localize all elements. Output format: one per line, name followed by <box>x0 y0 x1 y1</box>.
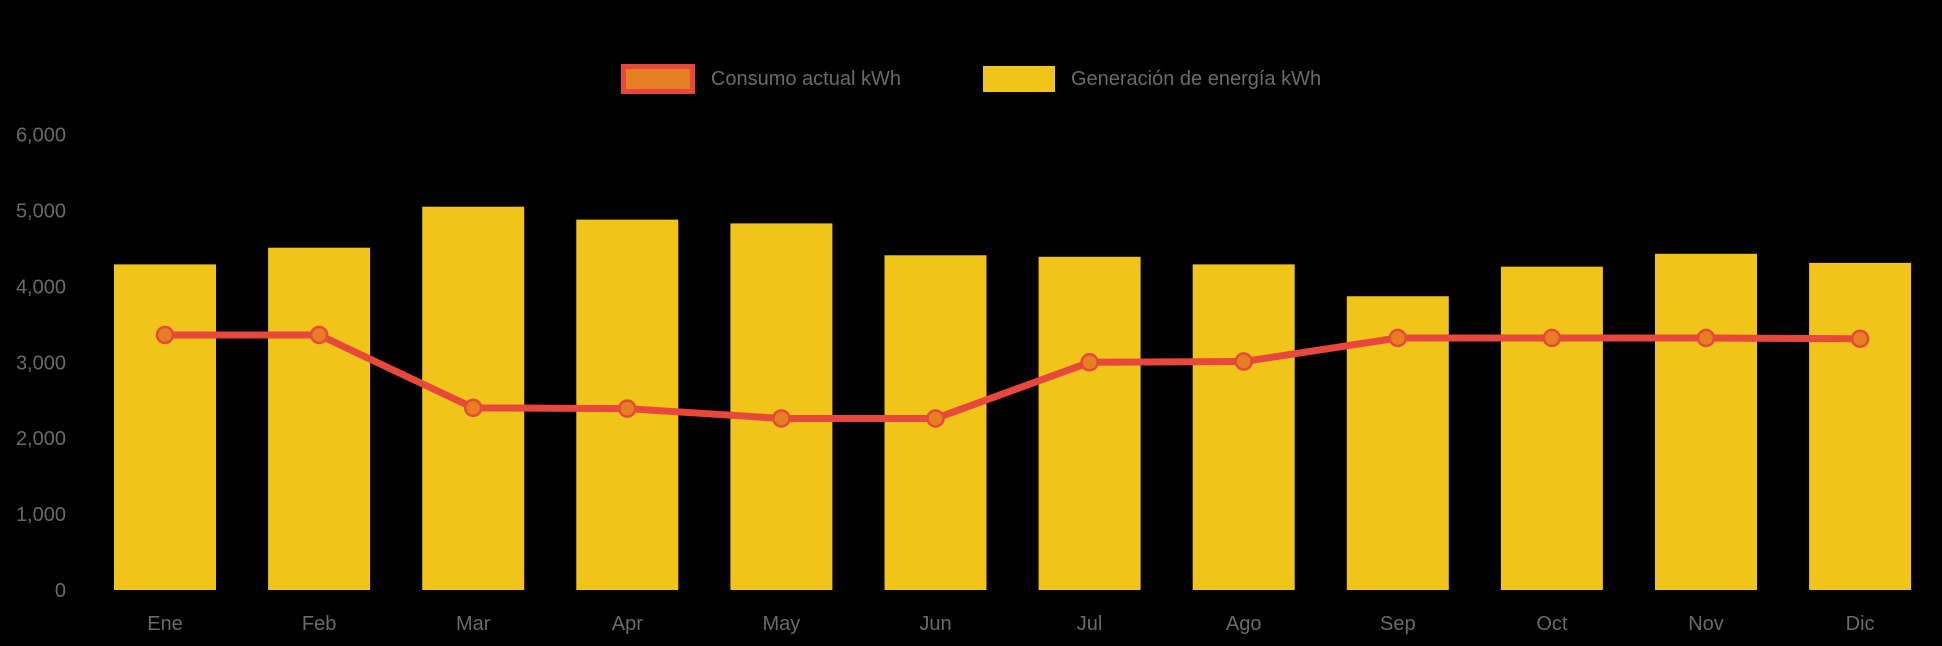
y-axis-label-3000: 3,000 <box>16 352 66 374</box>
bar-Oct[interactable] <box>1500 266 1603 590</box>
x-axis-label-Dic: Dic <box>1846 613 1875 635</box>
x-axis-label-Sep: Sep <box>1380 613 1416 635</box>
line-point-Jun[interactable] <box>926 409 945 428</box>
legend-label-generacion: Generación de energía kWh <box>1070 67 1322 90</box>
x-axis-label-May: May <box>763 613 801 635</box>
y-axis-label-0: 0 <box>55 580 66 602</box>
line-point-Ene[interactable] <box>155 325 175 345</box>
x-axis-label-Feb: Feb <box>302 613 336 635</box>
bar-Nov[interactable] <box>1655 253 1757 590</box>
line-point-Sep[interactable] <box>1388 328 1408 348</box>
y-axis-label-5000: 5,000 <box>16 201 66 223</box>
x-axis-label-Apr: Apr <box>612 613 643 635</box>
line-point-Nov[interactable] <box>1696 328 1716 348</box>
line-point-Apr[interactable] <box>618 399 637 418</box>
x-axis-label-Oct: Oct <box>1536 613 1568 635</box>
line-point-Jul[interactable] <box>1080 353 1099 372</box>
bar-May[interactable] <box>730 223 833 590</box>
consumo-swatch-icon <box>620 64 695 94</box>
bar-Mar[interactable] <box>422 206 525 590</box>
consumo-line[interactable] <box>161 331 1864 422</box>
bar-Jul[interactable] <box>1038 256 1141 590</box>
y-axis-label-4000: 4,000 <box>16 276 66 298</box>
y-axis-label-2000: 2,000 <box>16 428 66 450</box>
line-point-Mar[interactable] <box>463 398 483 418</box>
line-point-Feb[interactable] <box>309 325 329 345</box>
bar-Ago[interactable] <box>1192 264 1295 590</box>
legend-label-consumo: Consumo actual kWh <box>710 67 901 90</box>
generacion-swatch-icon <box>982 66 1055 92</box>
bar-Ene[interactable] <box>114 264 216 590</box>
x-axis-label-Mar: Mar <box>456 613 491 635</box>
y-axis-label-6000: 6,000 <box>16 125 66 147</box>
x-axis-label-Ago: Ago <box>1226 613 1262 635</box>
legend-item-consumo[interactable]: Consumo actual kWh <box>620 64 901 94</box>
x-axis-label-Ene: Ene <box>147 613 183 635</box>
bar-Dic[interactable] <box>1809 262 1912 590</box>
x-axis-label-Nov: Nov <box>1688 613 1724 635</box>
y-axis-label-1000: 1,000 <box>16 504 66 526</box>
legend-item-generacion[interactable]: Generación de energía kWh <box>982 66 1322 92</box>
line-point-Dic[interactable] <box>1850 329 1870 349</box>
line-point-Oct[interactable] <box>1542 328 1562 348</box>
line-point-May[interactable] <box>772 409 791 428</box>
chart-legend: Consumo actual kWh Generación de energía… <box>0 64 1942 94</box>
x-axis-label-Jul: Jul <box>1077 613 1103 635</box>
bar-Feb[interactable] <box>268 247 371 591</box>
x-axis-label-Jun: Jun <box>919 613 951 635</box>
line-point-Ago[interactable] <box>1234 352 1253 371</box>
